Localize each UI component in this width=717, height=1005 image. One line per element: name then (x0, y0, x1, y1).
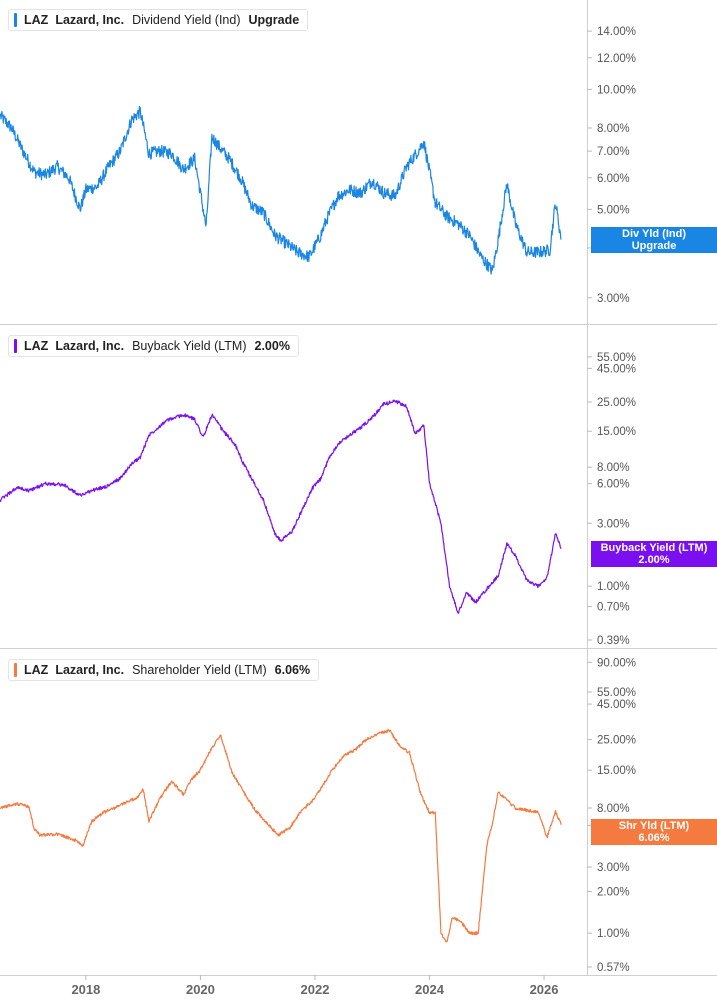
series-color-swatch (14, 339, 17, 353)
y-tick-label: 45.00% (597, 699, 636, 711)
y-tick-label: 6.00% (597, 479, 630, 491)
metric-value: Upgrade (248, 13, 300, 27)
y-tick-label: 1.00% (597, 928, 630, 940)
y-tick-label: 55.00% (597, 687, 636, 699)
y-tick-label: 3.00% (597, 293, 630, 305)
y-tick-label: 8.00% (597, 462, 630, 474)
y-tick-label: 0.57% (597, 962, 630, 974)
company-label: Lazard, Inc. (55, 13, 125, 27)
y-tick-label: 90.00% (597, 657, 636, 669)
ticker-label: LAZ (24, 13, 49, 27)
y-tick-label: 12.00% (597, 53, 636, 65)
series-line (0, 728, 562, 943)
series-line (0, 399, 562, 614)
legend-dividend-yield: LAZ Lazard, Inc. Dividend Yield (Ind) Up… (8, 9, 309, 31)
y-tick-label: 6.00% (597, 173, 630, 185)
y-tick-label: 0.70% (597, 602, 630, 614)
metric-label: Shareholder Yield (LTM) (132, 663, 267, 677)
x-tick-label: 2026 (530, 982, 559, 997)
flag-label: Shr Yld (LTM) (618, 820, 690, 832)
y-tick-label: 3.00% (597, 518, 630, 530)
y-tick-label: 25.00% (597, 734, 636, 746)
series-color-swatch (14, 663, 17, 677)
x-tick-label: 2018 (71, 982, 100, 997)
legend-buyback-yield: LAZ Lazard, Inc. Buyback Yield (LTM) 2.0… (8, 335, 299, 357)
y-tick-label: 8.00% (597, 803, 630, 815)
metric-label: Buyback Yield (LTM) (132, 339, 247, 353)
y-tick-label: 14.00% (597, 26, 636, 38)
series-line (0, 105, 562, 275)
flag-label: Buyback Yield (LTM) (600, 542, 708, 554)
y-tick-label: 2.00% (597, 886, 630, 898)
y-tick-label: 1.00% (597, 581, 630, 593)
y-tick-label: 7.00% (597, 146, 630, 158)
y-tick-label: 15.00% (597, 426, 636, 438)
x-tick-label: 2022 (301, 982, 330, 997)
company-label: Lazard, Inc. (55, 339, 125, 353)
ticker-label: LAZ (24, 663, 49, 677)
y-tick-label: 0.39% (597, 635, 630, 647)
legend-shareholder-yield: LAZ Lazard, Inc. Shareholder Yield (LTM)… (8, 659, 320, 681)
last-value-flag-buyback: Buyback Yield (LTM) 2.00% (591, 541, 717, 567)
y-tick-label: 25.00% (597, 397, 636, 409)
metric-label: Dividend Yield (Ind) (132, 13, 241, 27)
ticker-label: LAZ (24, 339, 49, 353)
y-tick-label: 15.00% (597, 765, 636, 777)
y-tick-label: 5.00% (597, 204, 630, 216)
flag-label: Div Yld (Ind) (622, 228, 686, 240)
y-tick-label: 45.00% (597, 363, 636, 375)
metric-value: 2.00% (254, 339, 290, 353)
x-tick-label: 2020 (186, 982, 215, 997)
flag-value: 6.06% (638, 832, 670, 844)
x-tick-label: 2024 (415, 982, 445, 997)
company-label: Lazard, Inc. (55, 663, 125, 677)
metric-value: 6.06% (274, 663, 311, 677)
last-value-flag-dividend: Div Yld (Ind) Upgrade (591, 227, 717, 253)
last-value-flag-shareholder: Shr Yld (LTM) 6.06% (591, 819, 717, 845)
series-color-swatch (14, 13, 17, 27)
flag-value: Upgrade (631, 240, 677, 252)
flag-value: 2.00% (638, 554, 670, 566)
y-tick-label: 8.00% (597, 123, 630, 135)
y-tick-label: 55.00% (597, 352, 636, 364)
y-tick-label: 10.00% (597, 84, 636, 96)
y-tick-label: 3.00% (597, 862, 630, 874)
